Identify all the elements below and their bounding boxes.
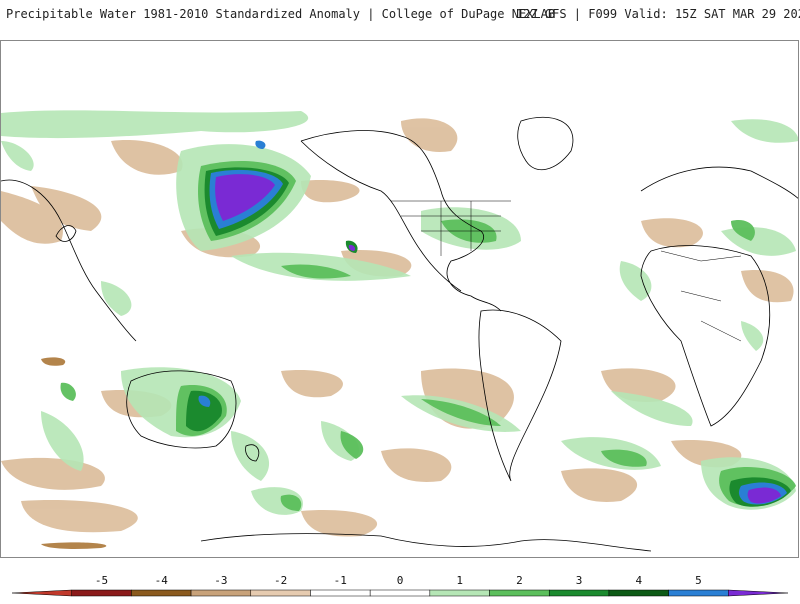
- strong-negative-areas: [41, 357, 107, 549]
- colorbar-bin: [668, 589, 729, 597]
- colorbar-bin: [728, 589, 789, 597]
- colorbar-bin: [71, 589, 132, 597]
- colorbar-bin: [429, 589, 490, 597]
- colorbar-bin: [369, 589, 431, 597]
- political-boundaries: [391, 200, 742, 342]
- colorbar-tick-label: 3: [575, 574, 583, 587]
- coastlines: [1, 116, 798, 552]
- colorbar-tick-label: -3: [214, 574, 228, 587]
- colorbar-tick-label: 2: [516, 574, 523, 587]
- colorbar-bin: [190, 589, 252, 597]
- colorbar-tick-label: 4: [635, 574, 643, 587]
- extreme-positive-areas: [215, 174, 781, 504]
- map-title: Precipitable Water 1981-2010 Standardize…: [6, 7, 556, 21]
- colorbar-svg: [11, 589, 789, 597]
- map-canvas: [1, 110, 798, 552]
- colorbar-bin: [489, 589, 550, 597]
- colorbar-bin: [310, 589, 371, 597]
- map-header: Precipitable Water 1981-2010 Standardize…: [0, 0, 800, 30]
- legend-colorbar: [0, 570, 800, 600]
- colorbar-tick-label: 0: [396, 574, 404, 587]
- colorbar-bin: [131, 589, 192, 597]
- colorbar-tick-label: -1: [333, 574, 347, 587]
- colorbar-bin: [548, 589, 610, 597]
- anomaly-map[interactable]: [0, 40, 799, 558]
- colorbar-tick-label: 5: [695, 574, 702, 587]
- colorbar-tick-label: -2: [273, 574, 288, 587]
- colorbar-tick-label: 1: [456, 574, 463, 587]
- colorbar-bin: [250, 589, 311, 597]
- colorbar-tick-label: -5: [94, 574, 109, 587]
- colorbar-bin: [11, 589, 72, 597]
- colorbar-bin: [608, 589, 669, 597]
- negative-anomaly-areas: [1, 118, 794, 537]
- colorbar-tick-label: -4: [154, 574, 168, 587]
- model-run-label: 12Z GFS | F099 Valid: 15Z SAT MAR 29 202…: [516, 7, 800, 21]
